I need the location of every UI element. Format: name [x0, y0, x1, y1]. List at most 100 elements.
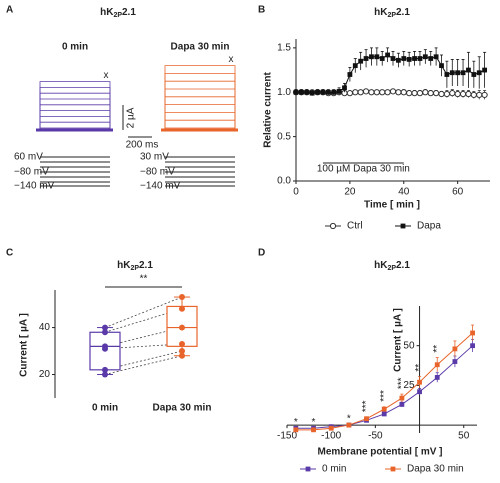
y-tick-label: 1.0 [277, 87, 291, 98]
data-point [102, 343, 108, 350]
data-point [309, 90, 315, 96]
data-point [470, 343, 475, 349]
data-point [328, 425, 334, 431]
protocol-label: 60 mV [14, 152, 43, 163]
current-trace [36, 98, 111, 131]
title-part: 2P [130, 265, 139, 272]
x-axis-label: Membrane potential [ mV ] [317, 447, 442, 458]
data-point [342, 85, 347, 91]
y-tick-label: 20 [39, 369, 51, 380]
data-point [470, 330, 475, 336]
data-point [336, 88, 342, 94]
data-point [401, 56, 407, 61]
data-point [417, 389, 422, 395]
x-tick-label: 0 [293, 187, 299, 198]
data-point [411, 90, 418, 97]
significance: * [347, 414, 351, 425]
y-tick-label: 0.0 [277, 176, 291, 187]
data-point [179, 305, 185, 312]
data-point [406, 90, 413, 97]
panel-letter: B [258, 5, 265, 16]
title-part: 2.1 [139, 260, 153, 271]
y-tick-label: 50 [403, 340, 415, 351]
data-point [179, 294, 185, 301]
title-part: hK [374, 7, 388, 18]
data-point [379, 89, 386, 96]
data-point [298, 89, 304, 95]
title-part: hK [117, 260, 131, 271]
legend-marker [400, 223, 406, 229]
protocol-label: 30 mV [140, 152, 169, 163]
title-part: 2.1 [396, 7, 410, 18]
end-marker: x [104, 70, 109, 81]
data-point [412, 56, 417, 61]
title-part: 2P [387, 265, 396, 272]
data-point [454, 90, 461, 98]
title-part: 2.1 [122, 7, 136, 18]
panel-letter: A [6, 5, 13, 16]
data-point [179, 324, 185, 331]
protocol-label: −80 mV [14, 167, 49, 178]
data-point [433, 90, 440, 97]
significance: * [294, 417, 298, 428]
current-trace [161, 88, 236, 131]
data-point [452, 359, 458, 364]
data-point [389, 88, 397, 95]
treatment-label: 100 µM Dapa 30 min [317, 164, 410, 175]
panel-letter: D [258, 248, 265, 259]
y-axis-label: Relative current [263, 72, 274, 148]
panel-letter: C [6, 248, 13, 259]
protocol-label: −80 mV [140, 167, 175, 178]
trace-label: 0 min [62, 42, 88, 53]
y-tick-label: 1.5 [277, 43, 291, 54]
x-tick-label: 20 [344, 187, 356, 198]
data-point [390, 56, 396, 61]
data-point [346, 90, 353, 97]
title-part: hK [100, 7, 114, 18]
scale-label: 2 µA [126, 107, 137, 128]
data-point [102, 329, 108, 336]
panel-title: hK2P2.1 [374, 260, 410, 272]
trace-label: Dapa 30 min [171, 42, 230, 53]
data-point [102, 324, 108, 331]
data-point [482, 67, 488, 73]
data-point [422, 54, 428, 60]
current-trace [36, 104, 111, 131]
data-point [373, 89, 380, 96]
data-point [449, 90, 456, 97]
legend-label: Dapa 30 min [407, 464, 464, 475]
current-trace [161, 112, 236, 131]
panel-title: hK2P2.1 [100, 7, 136, 19]
x-tick-label: -100 [321, 431, 341, 442]
data-point [455, 70, 461, 76]
y-tick-label: 25 [403, 380, 415, 391]
data-point [395, 57, 401, 63]
data-point [459, 90, 467, 98]
data-point [179, 341, 185, 347]
legend-marker [305, 466, 311, 472]
data-point [102, 371, 108, 378]
data-point [438, 90, 445, 98]
x-axis-label: Time [ min ] [364, 200, 420, 211]
data-point [304, 89, 310, 95]
pair-line [104, 296, 183, 328]
data-point [466, 67, 471, 73]
legend-label: Dapa [417, 221, 441, 232]
data-point [439, 63, 444, 69]
x-tick-label: 40 [398, 187, 410, 198]
current-trace [161, 104, 236, 131]
data-point [346, 422, 352, 428]
legend-label: Ctrl [347, 221, 363, 232]
data-point [476, 70, 482, 76]
data-point [381, 411, 387, 417]
data-point [358, 58, 364, 64]
title-part: hK [374, 260, 388, 271]
current-trace [161, 73, 236, 131]
significance: *** [361, 400, 372, 412]
data-point [476, 91, 483, 99]
legend-marker [329, 222, 337, 230]
data-point [347, 72, 353, 77]
y-axis-label: Current [ µA ] [19, 313, 30, 377]
